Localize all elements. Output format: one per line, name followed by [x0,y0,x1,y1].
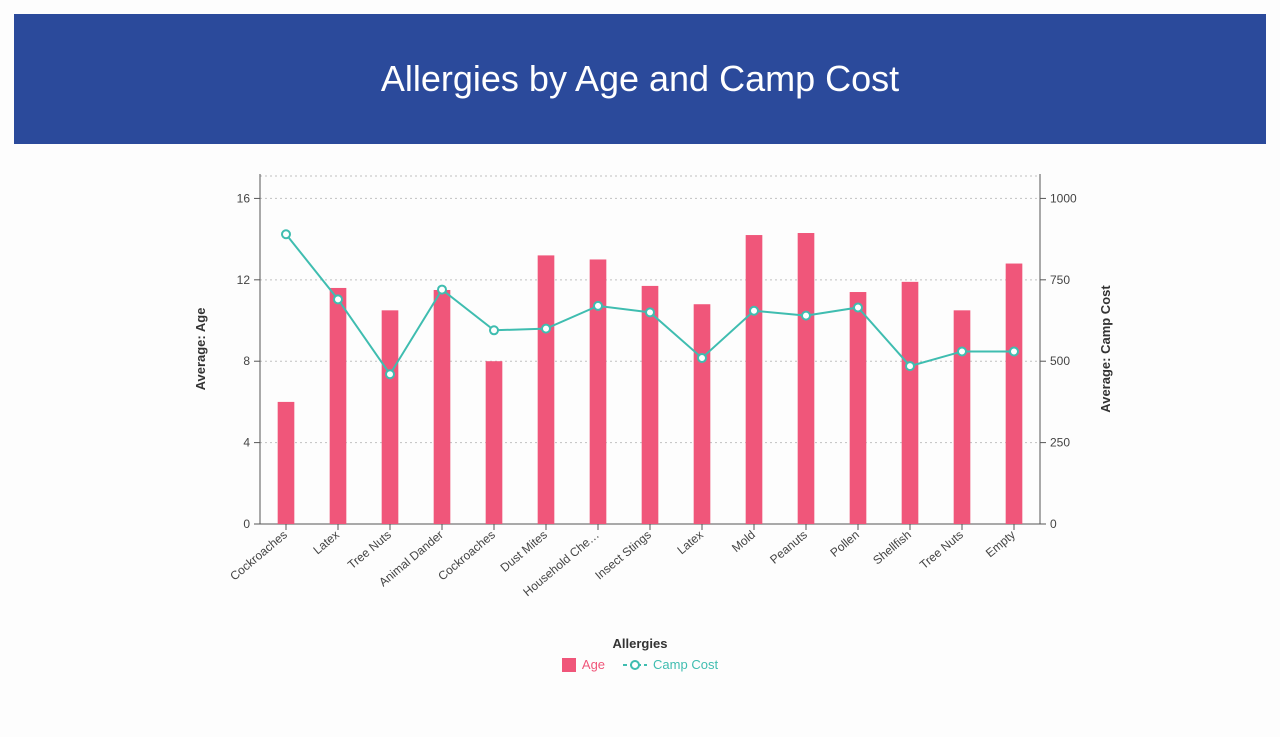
svg-text:250: 250 [1050,436,1070,450]
svg-text:Tree Nuts: Tree Nuts [917,528,966,572]
bar [850,292,867,524]
bar [434,290,451,524]
svg-text:4: 4 [243,436,250,450]
legend-label-cost: Camp Cost [653,657,718,672]
svg-text:Shellfish: Shellfish [870,528,914,568]
bar [954,310,971,524]
svg-text:Cockroaches: Cockroaches [435,528,498,584]
cost-marker [646,308,654,316]
svg-text:12: 12 [237,273,251,287]
chart-legend: Age Camp Cost [140,657,1140,672]
legend-item-cost: Camp Cost [623,657,718,672]
svg-text:Tree Nuts: Tree Nuts [345,528,394,572]
legend-label-age: Age [582,657,605,672]
svg-text:Latex: Latex [674,528,705,558]
cost-marker [490,326,498,334]
cost-marker [854,303,862,311]
cost-marker [386,370,394,378]
cost-marker [594,302,602,310]
svg-text:0: 0 [243,517,250,531]
legend-swatch-cost [623,658,647,672]
header-banner: Allergies by Age and Camp Cost [14,14,1266,144]
bar [486,361,503,524]
svg-text:Dust Mites: Dust Mites [498,528,550,575]
svg-text:Latex: Latex [310,528,341,558]
svg-text:16: 16 [237,191,251,205]
cost-marker [750,307,758,315]
bar [746,235,763,524]
svg-text:1000: 1000 [1050,191,1077,205]
svg-text:Mold: Mold [729,528,758,555]
svg-text:Average: Age: Average: Age [193,308,208,391]
cost-marker [958,347,966,355]
cost-marker [282,230,290,238]
svg-text:Insect Stings: Insect Stings [592,528,654,583]
svg-text:Average: Camp Cost: Average: Camp Cost [1098,285,1113,413]
page-title: Allergies by Age and Camp Cost [381,58,899,100]
svg-text:Empty: Empty [983,528,1018,561]
svg-text:Cockroaches: Cockroaches [227,528,290,584]
svg-text:0: 0 [1050,517,1057,531]
bar [694,304,711,524]
cost-marker [802,312,810,320]
cost-marker [906,362,914,370]
cost-marker [542,325,550,333]
chart-container: 0 4 8 12 16 0 250 500 750 1000 Average: Age Average… [140,164,1140,672]
svg-text:8: 8 [243,354,250,368]
bar [902,282,919,524]
bar [642,286,659,524]
svg-text:750: 750 [1050,273,1070,287]
svg-text:500: 500 [1050,354,1070,368]
bar [798,233,815,524]
bar [278,402,295,524]
cost-marker [698,354,706,362]
cost-marker [438,286,446,294]
x-axis-title: Allergies [140,636,1140,651]
bar [330,288,347,524]
bar [590,259,607,524]
cost-marker [1010,347,1018,355]
bar [382,310,399,524]
legend-item-age: Age [562,657,605,672]
legend-swatch-age [562,658,576,672]
svg-text:Pollen: Pollen [827,528,862,560]
bar [1006,264,1023,524]
cost-marker [334,295,342,303]
combo-chart: 0 4 8 12 16 0 250 500 750 1000 Average: Age Average… [140,164,1140,634]
bar [538,255,555,524]
svg-text:Peanuts: Peanuts [767,528,810,567]
